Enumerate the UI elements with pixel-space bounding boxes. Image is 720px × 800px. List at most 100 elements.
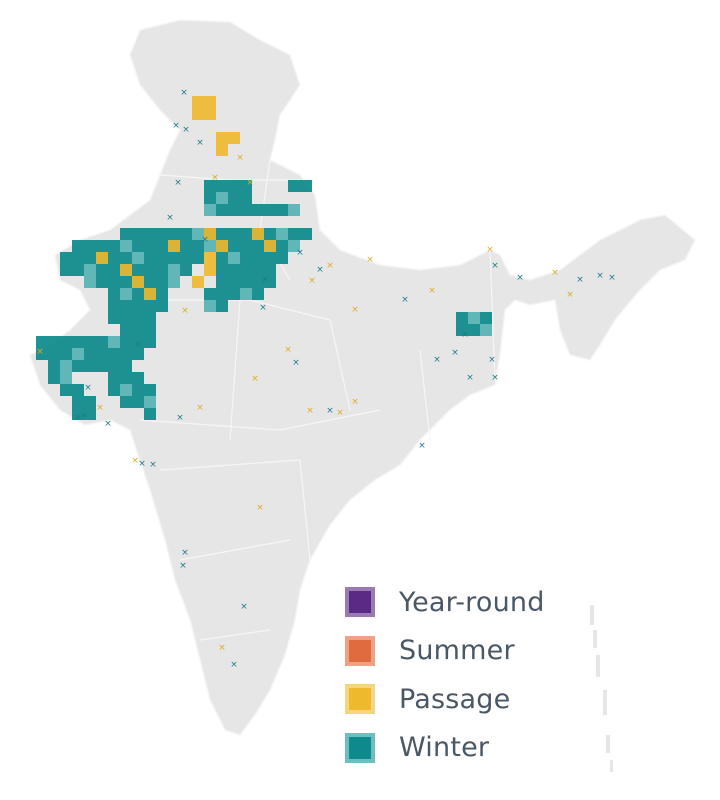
winter-cell <box>120 252 132 264</box>
winter-cell <box>144 384 156 396</box>
winter-cell <box>96 348 108 360</box>
winter-cell <box>60 384 72 396</box>
winter-cell <box>36 348 48 360</box>
occurrence-marker: × <box>296 248 304 258</box>
winter-cell <box>240 288 252 300</box>
winter-cell <box>252 240 264 252</box>
winter-cell <box>72 348 84 360</box>
winter-cell <box>240 240 252 252</box>
winter-cell <box>264 252 276 264</box>
winter-swatch <box>345 732 375 763</box>
winter-range-cells <box>36 180 492 420</box>
winter-cell <box>204 240 216 252</box>
occurrence-marker: × <box>176 413 184 423</box>
winter-cell <box>120 276 132 288</box>
winter-cell <box>216 300 228 312</box>
passage-cell <box>216 240 228 252</box>
passage-cell <box>216 144 228 156</box>
winter-cell <box>36 336 48 348</box>
winter-cell <box>228 180 240 192</box>
winter-cell <box>204 288 216 300</box>
occurrence-marker: × <box>418 441 426 451</box>
winter-cell <box>264 276 276 288</box>
winter-cell <box>84 348 96 360</box>
winter-cell <box>216 276 228 288</box>
passage-cell <box>252 228 264 240</box>
winter-cell <box>288 204 300 216</box>
winter-cell <box>72 384 84 396</box>
winter-cell <box>180 252 192 264</box>
winter-cell <box>144 240 156 252</box>
winter-cell <box>204 192 216 204</box>
occurrence-marker: × <box>181 548 189 558</box>
occurrence-marker: × <box>491 261 499 271</box>
occurrence-marker: × <box>433 355 441 365</box>
winter-cell <box>120 240 132 252</box>
winter-cell <box>144 300 156 312</box>
india-outline <box>29 19 696 736</box>
occurrence-marker: × <box>308 276 316 286</box>
winter-cell <box>120 384 132 396</box>
occurrence-marker: × <box>576 275 584 285</box>
occurrence-marker: × <box>326 261 334 271</box>
winter-cell <box>216 228 228 240</box>
winter-cell <box>156 276 168 288</box>
occurrence-marker: × <box>134 340 142 350</box>
winter-cell <box>84 264 96 276</box>
occurrence-marker: × <box>80 411 88 421</box>
occurrence-marker: × <box>96 403 104 413</box>
winter-cell <box>228 276 240 288</box>
winter-cell <box>168 276 180 288</box>
winter-cell <box>132 252 144 264</box>
passage-cell <box>264 240 276 252</box>
winter-cell <box>252 276 264 288</box>
winter-cell <box>144 312 156 324</box>
occurrence-marker: × <box>259 303 267 313</box>
winter-cell <box>216 192 228 204</box>
occurrence-marker: × <box>230 660 238 670</box>
occurrence-marker: × <box>351 397 359 407</box>
occurrence-marker: × <box>566 290 574 300</box>
winter-cell <box>252 204 264 216</box>
andaman-islands <box>590 605 613 772</box>
winter-cell <box>276 252 288 264</box>
winter-cell <box>120 300 132 312</box>
winter-cell <box>144 228 156 240</box>
winter-cell <box>156 228 168 240</box>
winter-cell <box>132 264 144 276</box>
winter-cell <box>132 372 144 384</box>
occurrence-marker: × <box>149 460 157 470</box>
occurrence-marker: × <box>428 286 436 296</box>
winter-cell <box>228 204 240 216</box>
year-round-swatch <box>345 587 375 618</box>
occurrence-marker: × <box>551 268 559 278</box>
winter-cell <box>84 396 96 408</box>
winter-cell <box>72 264 84 276</box>
winter-cell <box>264 228 276 240</box>
occurrence-marker: × <box>366 255 374 265</box>
winter-cell <box>120 324 132 336</box>
winter-cell <box>120 372 132 384</box>
occurrence-marker: × <box>218 643 226 653</box>
winter-cell <box>480 324 492 336</box>
summer-swatch <box>345 635 375 666</box>
winter-cell <box>108 384 120 396</box>
winter-cell <box>288 180 300 192</box>
occurrence-marker: × <box>104 419 112 429</box>
winter-cell <box>108 240 120 252</box>
winter-cell <box>108 300 120 312</box>
winter-cell <box>240 180 252 192</box>
winter-cell <box>168 228 180 240</box>
winter-cell <box>144 336 156 348</box>
passage-cell <box>168 240 180 252</box>
passage-cell <box>192 276 204 288</box>
winter-cell <box>192 240 204 252</box>
occurrence-marker: × <box>466 373 474 383</box>
winter-cell <box>144 264 156 276</box>
winter-cell <box>108 276 120 288</box>
winter-cell <box>180 264 192 276</box>
occurrence-marker: × <box>240 602 248 612</box>
winter-cell <box>96 240 108 252</box>
occurrence-marker: × <box>246 178 254 188</box>
legend-item-winter: Winter <box>345 724 585 773</box>
